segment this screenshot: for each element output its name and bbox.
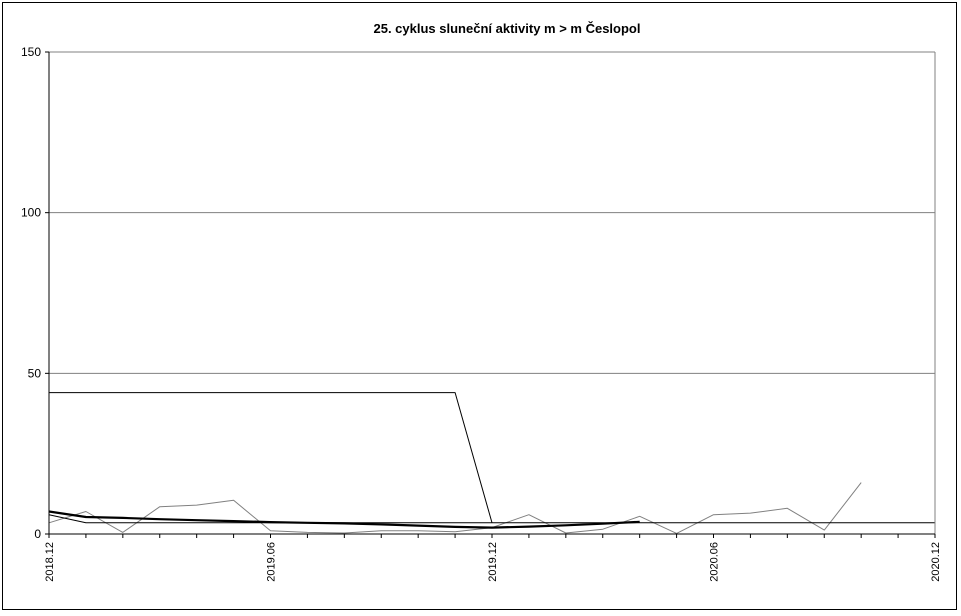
gridlines (49, 51, 935, 374)
x-tick-label: 2019.12 (487, 542, 499, 582)
x-tick-label: 2019.06 (266, 542, 278, 582)
y-tick-labels: 0 50 100 150 (21, 45, 41, 541)
chart-title: 25. cyklus sluneční aktivity m > m Česlo… (374, 21, 641, 36)
series-line-3 (48, 510, 640, 529)
y-tick-label: 0 (34, 527, 41, 541)
series-group (48, 392, 935, 534)
y-tick-label: 100 (21, 206, 41, 220)
series-line-4 (49, 392, 493, 523)
series-line-1 (48, 482, 862, 534)
x-tick-label: 2018.12 (44, 542, 56, 582)
x-tick-labels: 2018.12 2019.06 2019.12 2020.06 2020.12 (44, 542, 942, 582)
y-tick-label: 150 (21, 45, 41, 59)
x-tick-label: 2020.06 (709, 542, 721, 582)
x-tick-label: 2020.12 (930, 542, 942, 582)
y-tick-label: 50 (28, 366, 42, 380)
axes (45, 51, 936, 538)
